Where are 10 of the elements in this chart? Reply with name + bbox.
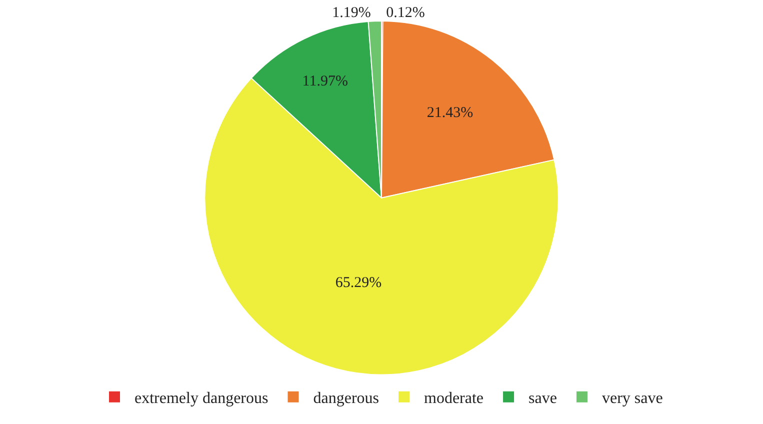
legend-label: very save xyxy=(602,390,663,408)
data-label: 21.43% xyxy=(426,105,474,122)
legend-label: extremely dangerous xyxy=(134,390,268,408)
data-label: 1.19% xyxy=(332,5,371,22)
data-label: 65.29% xyxy=(335,275,382,292)
legend-label: save xyxy=(528,390,557,408)
data-label: 0.12% xyxy=(386,5,425,21)
data-label: 11.97% xyxy=(302,73,348,90)
legend-label: moderate xyxy=(424,390,484,408)
legend-label: dangerous xyxy=(313,390,379,408)
